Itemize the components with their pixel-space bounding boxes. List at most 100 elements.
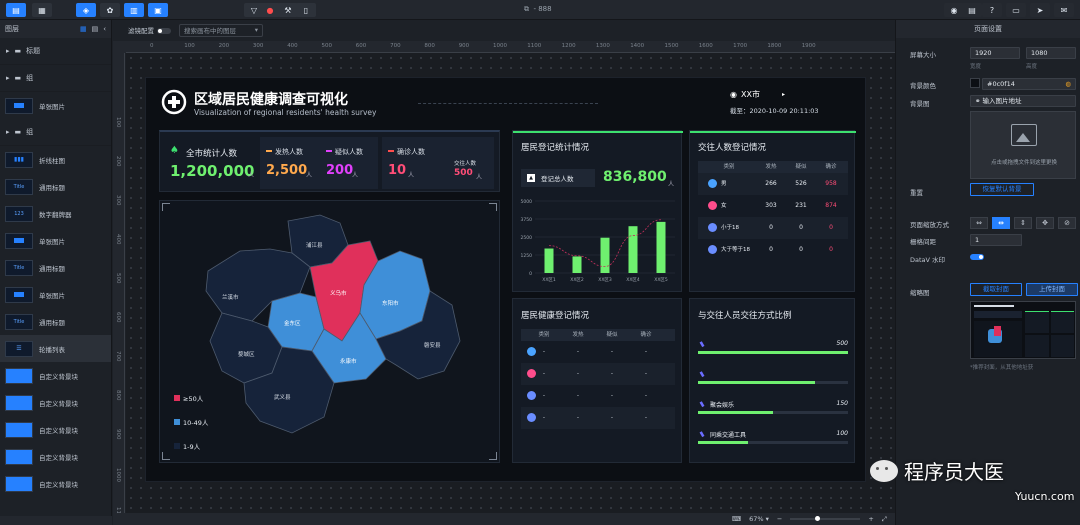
item-value: 100 bbox=[836, 430, 848, 437]
fever-dash-icon bbox=[266, 150, 272, 152]
height-input[interactable]: 1080 bbox=[1026, 47, 1076, 59]
x-tick-label: XX区4 bbox=[626, 277, 640, 283]
person-avatar-icon bbox=[708, 223, 717, 232]
filter-toggle[interactable] bbox=[157, 28, 171, 34]
collapse-icon[interactable]: ‹ bbox=[103, 25, 106, 33]
table-cell: - bbox=[576, 414, 580, 421]
table-row[interactable]: 大于等于18 0 0 0 bbox=[698, 239, 848, 261]
health-panel-title: 居民健康登记情况 bbox=[521, 311, 590, 321]
progress-fill bbox=[698, 441, 748, 444]
help-icon[interactable]: ? bbox=[982, 3, 1002, 17]
ruler-tick-label: 400 bbox=[115, 234, 121, 245]
scale-fit-width-icon[interactable]: ⇔ bbox=[970, 217, 988, 229]
camera-icon[interactable]: ◉ bbox=[944, 3, 964, 17]
scale-full-icon[interactable]: ✥ bbox=[1036, 217, 1054, 229]
zoom-out-icon[interactable]: − bbox=[776, 515, 783, 523]
table-row[interactable]: 男 266 526 958 bbox=[698, 173, 848, 195]
layer-panel-toggle-icon[interactable]: ▤ bbox=[6, 3, 26, 17]
zoom-slider-handle[interactable] bbox=[815, 516, 821, 521]
keyboard-icon[interactable]: ⌨ bbox=[731, 515, 742, 523]
layer-item[interactable]: 单张图片 bbox=[0, 227, 111, 254]
bg-image-input[interactable]: ⚭ 输入图片地址 bbox=[970, 95, 1076, 107]
grid-view-icon[interactable]: ▦ bbox=[79, 25, 87, 33]
bg-image-upload-area[interactable]: 点击或拖拽文件到这里更换 bbox=[970, 111, 1076, 179]
watermark-toggle[interactable] bbox=[970, 254, 984, 260]
bg-color-input[interactable]: #0c0f14 ◍ bbox=[982, 78, 1076, 90]
legend-label: 10-49人 bbox=[183, 419, 209, 427]
share-icon[interactable]: ✉ bbox=[1054, 3, 1074, 17]
dashboard-layout-icon[interactable]: ▣ bbox=[148, 3, 168, 17]
zoom-select[interactable]: 67% ▾ bbox=[749, 515, 769, 523]
cover-thumbnail bbox=[970, 301, 1076, 359]
layer-item[interactable]: 自定义背景块 bbox=[0, 470, 111, 497]
city-selector[interactable]: ◉ XX市 ▸ bbox=[730, 89, 785, 100]
layer-group[interactable]: ▸ ▬ 组 bbox=[0, 119, 111, 146]
filter-config[interactable]: 滤镜配置 bbox=[128, 25, 171, 35]
layer-item[interactable]: 自定义背景块 bbox=[0, 389, 111, 416]
layer-group[interactable]: ▸ ▬ 标题 bbox=[0, 38, 111, 65]
scale-none-icon[interactable]: ⊘ bbox=[1058, 217, 1076, 229]
panel-layout-icon[interactable]: ▥ bbox=[124, 3, 144, 17]
layer-item[interactable]: 单张图片 bbox=[0, 92, 111, 119]
table-row[interactable]: ---- bbox=[521, 341, 675, 363]
list-item[interactable]: ▮ 同乘交通工具 100 bbox=[698, 427, 848, 457]
color-picker-icon[interactable]: ◍ bbox=[1065, 80, 1071, 88]
table-row[interactable]: ---- bbox=[521, 385, 675, 407]
y-tick-label: 2500 bbox=[521, 235, 533, 241]
ruler-tick-label: 700 bbox=[390, 43, 401, 49]
layer-item[interactable]: Title 通用标题 bbox=[0, 173, 111, 200]
list-item[interactable]: ▮ 聚会娱乐 150 bbox=[698, 397, 848, 427]
layer-item[interactable]: ▮▮▮ 折线柱图 bbox=[0, 146, 111, 173]
layer-search-input[interactable]: 搜索画布中的图层 ▾ bbox=[179, 23, 263, 37]
table-row[interactable]: 小于18 0 0 0 bbox=[698, 217, 848, 239]
component-panel-toggle-icon[interactable]: ▦ bbox=[32, 3, 52, 17]
scale-fit-height-icon[interactable]: ⇕ bbox=[1014, 217, 1032, 229]
reset-background-button[interactable]: 恢复默认背景 bbox=[970, 183, 1034, 196]
layer-item[interactable]: 自定义背景块 bbox=[0, 416, 111, 443]
list-item[interactable]: ▮ bbox=[698, 367, 848, 397]
bg-block-icon bbox=[5, 367, 33, 384]
grid-spacing-input[interactable]: 1 bbox=[970, 234, 1022, 246]
canvas-toolbar: 滤镜配置 搜索画布中的图层 ▾ bbox=[113, 20, 895, 40]
filter-icon[interactable]: ▽ bbox=[244, 3, 264, 17]
table-row[interactable]: 女 303 231 874 bbox=[698, 195, 848, 217]
contact-table: 类别 发热 疑似 确诊男 266 526 958 女 303 231 874 小于18 0 0 0 大于等于1… bbox=[698, 161, 848, 261]
bg-color-swatch[interactable] bbox=[970, 78, 980, 88]
list-item[interactable]: ▮ 500 bbox=[698, 337, 848, 367]
capture-cover-button[interactable]: 截取封面 bbox=[970, 283, 1022, 296]
layers-icon[interactable]: ◈ bbox=[76, 3, 96, 17]
table-row[interactable]: ---- bbox=[521, 407, 675, 429]
legend-label: 1-9人 bbox=[183, 443, 201, 451]
zoom-in-icon[interactable]: + bbox=[868, 515, 874, 523]
chevron-right-icon: ▸ bbox=[6, 128, 10, 136]
layer-item[interactable]: Title 通用标题 bbox=[0, 308, 111, 335]
preview-icon[interactable]: ▭ bbox=[1006, 3, 1026, 17]
registration-bar-chart: 5000 3750 2500 1250 0 XX区1 XX区2 XX区3 XX区4 XX区5 bbox=[521, 199, 675, 283]
layer-group[interactable]: ▸ ▬ 组 bbox=[0, 65, 111, 92]
upload-cover-button[interactable]: 上传封面 bbox=[1026, 283, 1078, 296]
tools-icon[interactable]: ⚒ bbox=[278, 3, 298, 17]
row-label: 大于等于18 bbox=[721, 247, 750, 253]
image-thumbnail-icon bbox=[5, 232, 33, 249]
layer-item[interactable]: 123 数字翻牌器 bbox=[0, 200, 111, 227]
width-input[interactable]: 1920 bbox=[970, 47, 1020, 59]
map-label: 东阳市 bbox=[382, 299, 399, 307]
layer-item[interactable]: 自定义背景块 bbox=[0, 362, 111, 389]
mobile-icon[interactable]: ▯ bbox=[296, 3, 316, 17]
record-icon[interactable]: ● bbox=[260, 3, 280, 17]
publish-icon[interactable]: ➤ bbox=[1030, 3, 1050, 17]
layer-item[interactable]: 自定义背景块 bbox=[0, 443, 111, 470]
layer-item[interactable]: Title 通用标题 bbox=[0, 254, 111, 281]
screen-size-label: 屏幕大小 bbox=[910, 51, 936, 59]
layer-item[interactable]: ☰ 轮播列表 bbox=[0, 335, 111, 362]
list-view-icon[interactable]: ▤ bbox=[91, 25, 99, 33]
zoom-slider[interactable] bbox=[790, 516, 861, 521]
fit-screen-icon[interactable]: ⤢ bbox=[881, 514, 887, 523]
table-row[interactable]: ---- bbox=[521, 363, 675, 385]
scale-fit-both-icon[interactable]: ⇹ bbox=[992, 217, 1010, 229]
folder-icon: ▬ bbox=[14, 74, 22, 82]
layer-item[interactable]: 单张图片 bbox=[0, 281, 111, 308]
dashboard-screen[interactable]: 区域居民健康调查可视化 Visualization of regional re… bbox=[145, 77, 866, 482]
save-icon[interactable]: ▤ bbox=[962, 3, 982, 17]
settings-gear-icon[interactable]: ✿ bbox=[100, 3, 120, 17]
